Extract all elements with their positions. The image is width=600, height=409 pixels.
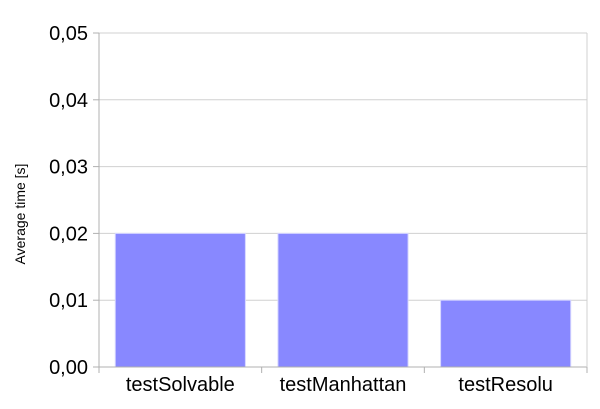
- x-tick-label: testManhattan: [280, 374, 407, 396]
- bars: [114, 232, 572, 368]
- x-tick-label: testSolvable: [126, 374, 235, 396]
- y-tick-label: 0,00: [49, 357, 88, 379]
- bar: [277, 232, 409, 368]
- y-tick-label: 0,05: [49, 23, 88, 45]
- y-tick-label: 0,03: [49, 157, 88, 179]
- y-tick-label: 0,04: [49, 90, 88, 112]
- axes: [93, 32, 588, 373]
- y-tick-label: 0,02: [49, 223, 88, 245]
- y-tick-labels: 0,00 0,01 0,02 0,03 0,04 0,05: [49, 23, 88, 379]
- y-axis-title: Average time [s]: [12, 164, 28, 265]
- bar: [114, 232, 246, 368]
- x-tick-labels: testSolvable testManhattan testResolu: [126, 374, 553, 396]
- bar: [440, 299, 572, 368]
- y-tick-label: 0,01: [49, 290, 88, 312]
- x-tick-label: testResolu: [458, 374, 553, 396]
